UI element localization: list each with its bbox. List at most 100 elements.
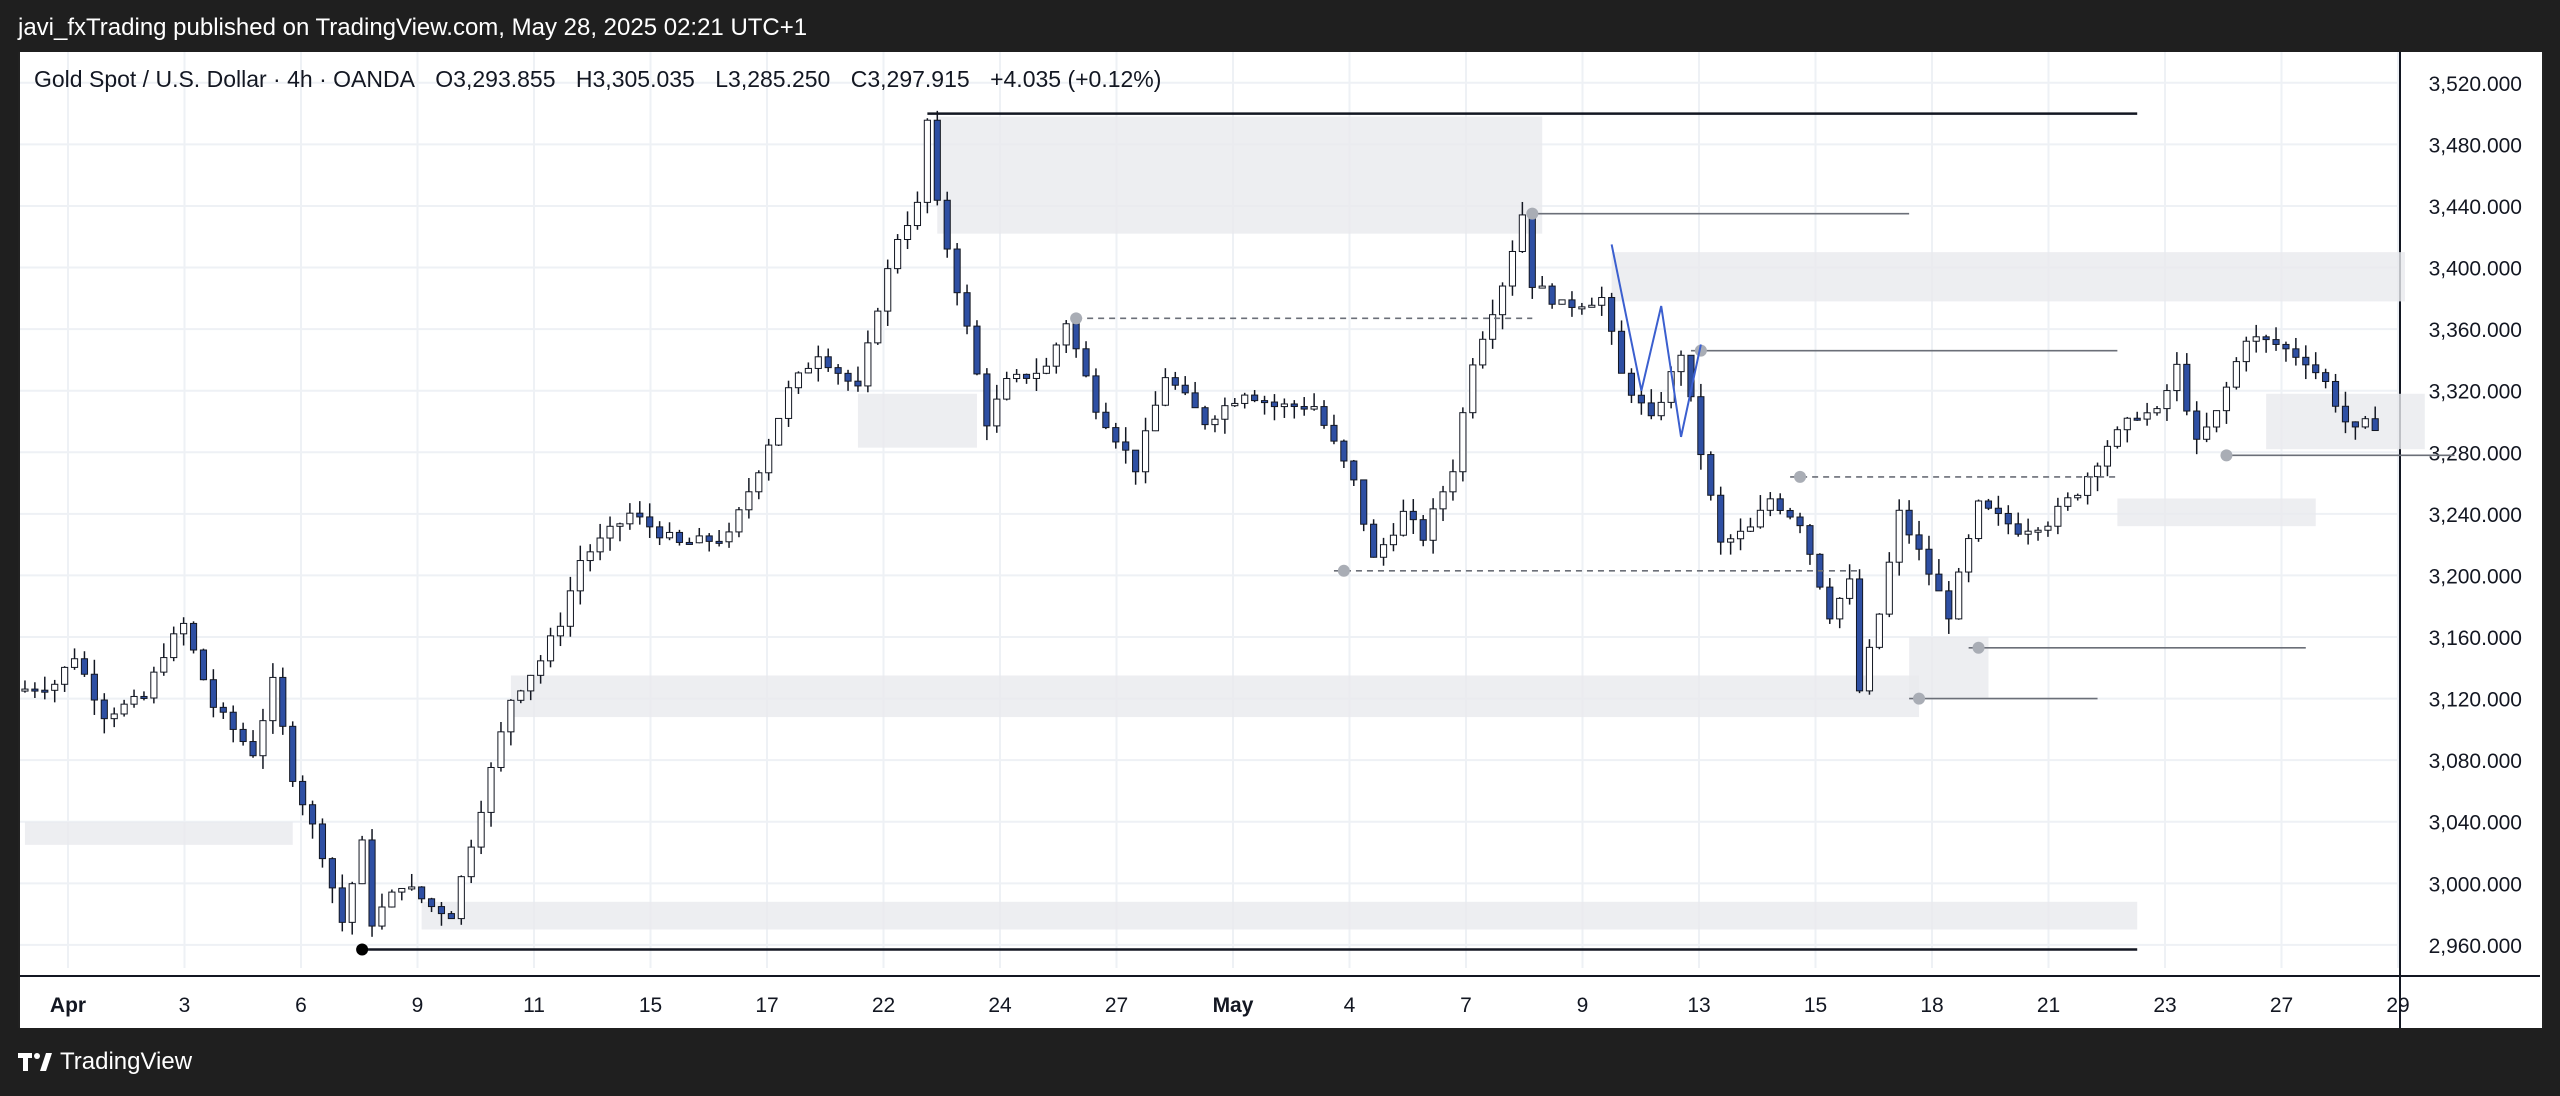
candle-body	[279, 676, 287, 727]
candle-body	[636, 512, 644, 518]
candle-body	[1112, 427, 1120, 443]
swing-point-marker	[356, 943, 369, 956]
candle-body	[1568, 299, 1576, 308]
candle-body	[854, 380, 862, 387]
tradingview-brand[interactable]: TradingView	[18, 1048, 192, 1076]
candle-body	[715, 540, 723, 544]
candle-body	[933, 119, 941, 201]
candle-body	[497, 731, 505, 768]
x-tick-label: 23	[2153, 994, 2176, 1017]
x-tick-label: 6	[295, 994, 307, 1017]
y-tick-label: 3,360.000	[2429, 319, 2522, 342]
candle-body	[2153, 408, 2161, 414]
candle-body	[2034, 529, 2042, 533]
candle-body	[784, 387, 793, 419]
candle-body	[1826, 586, 1834, 620]
candle-body	[2252, 336, 2260, 342]
candle-body	[2084, 476, 2092, 496]
candle-body	[794, 372, 803, 389]
candle-body	[1965, 538, 1973, 573]
candle-body	[229, 711, 237, 730]
candle-body	[1836, 597, 1844, 620]
x-tick-label: 3	[179, 994, 191, 1017]
candle-body	[616, 523, 624, 527]
candle-body	[2173, 363, 2181, 392]
candle-body	[993, 398, 1001, 427]
candle-body	[318, 823, 327, 860]
candle-body	[120, 703, 128, 715]
candle-body	[665, 531, 674, 539]
candle-body	[1657, 401, 1665, 417]
candle-body	[1141, 430, 1150, 473]
candle-body	[21, 688, 29, 692]
swing-point-marker	[1913, 692, 1926, 705]
candle-body	[894, 238, 902, 270]
candle-body	[100, 699, 108, 720]
low-value: L3,285.250	[715, 66, 831, 92]
candle-body	[913, 201, 922, 227]
candle-body	[2044, 525, 2052, 531]
swing-point-marker	[1794, 470, 1807, 483]
candle-body	[596, 537, 604, 553]
candle-body	[2133, 417, 2141, 421]
candle-body	[1538, 285, 1546, 289]
candle-body	[546, 635, 555, 662]
candle-body	[1221, 405, 1229, 420]
candle-body	[517, 690, 525, 701]
candle-body	[1489, 314, 1497, 340]
x-tick-label: 24	[988, 994, 1012, 1017]
swing-point-marker	[1694, 344, 1707, 357]
candle-body	[1459, 412, 1467, 473]
change-value: +4.035 (+0.12%)	[990, 66, 1162, 92]
candle-body	[1370, 523, 1378, 558]
candle-body	[1479, 338, 1487, 366]
x-tick-label: 7	[1460, 994, 1472, 1017]
candle-body	[1360, 479, 1368, 525]
candle-body	[180, 622, 188, 635]
y-tick-label: 3,080.000	[2429, 750, 2522, 773]
candle-body	[983, 373, 991, 427]
candle-body	[1578, 306, 1586, 310]
top-bar: javi_fxTrading published on TradingView.…	[0, 0, 2560, 52]
candle-body	[269, 676, 277, 722]
candle-body	[1122, 441, 1130, 451]
candle-body	[834, 367, 842, 374]
x-tick-label: 15	[639, 994, 662, 1017]
candle-body	[1736, 530, 1745, 540]
candle-body	[1320, 406, 1328, 426]
candle-body	[130, 695, 138, 705]
candle-body	[685, 541, 693, 545]
candle-body	[2143, 412, 2151, 420]
candle-body	[1310, 406, 1318, 410]
candle-body	[903, 225, 912, 240]
candle-body	[1231, 402, 1239, 407]
candle-body	[2302, 356, 2310, 366]
candle-body	[2361, 418, 2369, 428]
candle-body	[1340, 440, 1348, 462]
candle-body	[884, 268, 892, 312]
candle-body	[1677, 354, 1685, 373]
candle-body	[1429, 508, 1437, 541]
candle-body	[1647, 402, 1655, 417]
candle-body	[586, 551, 594, 562]
candle-body	[1895, 509, 1903, 563]
supply-demand-zone	[2117, 498, 2316, 527]
candle-body	[1528, 214, 1536, 288]
candle-body	[1885, 561, 1893, 615]
candle-body	[1241, 394, 1249, 404]
candle-body	[348, 883, 356, 923]
candle-body	[1350, 460, 1358, 481]
candle-body	[388, 891, 396, 908]
candle-body	[249, 741, 257, 757]
candle-body	[507, 699, 515, 733]
candle-body	[1379, 544, 1388, 558]
candle-body	[2123, 417, 2131, 431]
supply-demand-zone	[421, 901, 2138, 930]
candle-body	[695, 535, 703, 544]
candle-body	[1280, 403, 1288, 408]
supply-demand-zone	[24, 821, 293, 845]
candle-body	[1974, 500, 1983, 540]
candle-body	[1955, 571, 1963, 620]
candle-body	[844, 372, 852, 382]
